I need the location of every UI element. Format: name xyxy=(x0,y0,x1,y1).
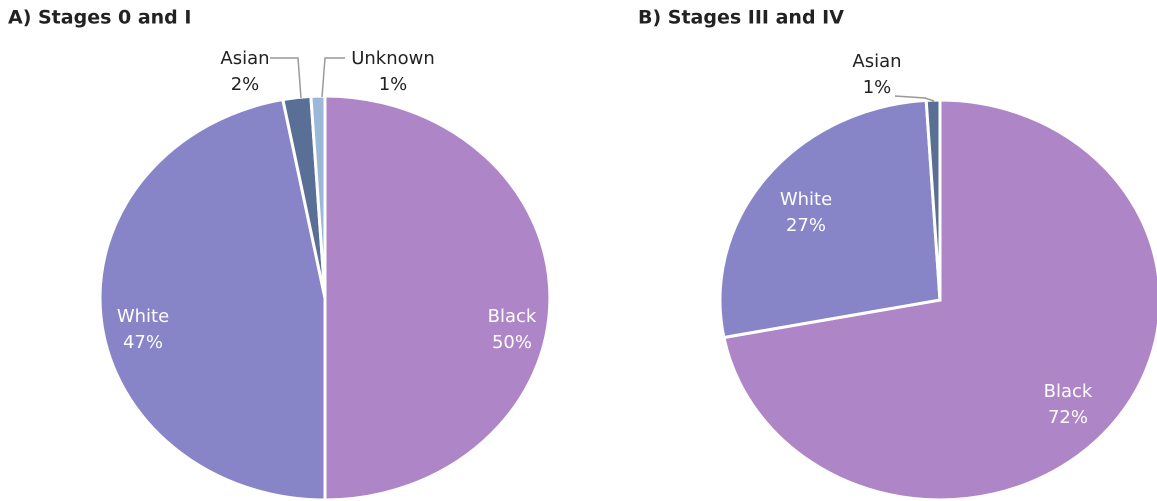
value-label: 1% xyxy=(863,77,892,98)
slice-label: Asian xyxy=(220,48,269,69)
value-label: 1% xyxy=(379,74,408,95)
value-label: 2% xyxy=(231,74,260,95)
pie-slice xyxy=(718,98,942,340)
chart-title: B) Stages III and IV xyxy=(638,7,844,29)
slice-label: White xyxy=(780,189,832,210)
pie-slice xyxy=(309,94,327,299)
chart-title: A) Stages 0 and I xyxy=(8,7,191,29)
leader-line xyxy=(270,57,302,99)
slice-label: Black xyxy=(1044,381,1093,402)
pie-slice xyxy=(98,97,327,501)
value-label: 27% xyxy=(786,215,826,236)
leader-line xyxy=(894,95,935,102)
slice-label: White xyxy=(117,306,169,327)
value-label: 50% xyxy=(492,332,532,353)
value-label: 72% xyxy=(1048,407,1088,428)
slice-label: Black xyxy=(488,306,537,327)
slice-label: Unknown xyxy=(351,48,435,69)
pie-slice xyxy=(323,94,552,501)
slice-label: Asian xyxy=(852,51,901,72)
leader-line xyxy=(321,57,345,98)
value-label: 47% xyxy=(123,332,163,353)
